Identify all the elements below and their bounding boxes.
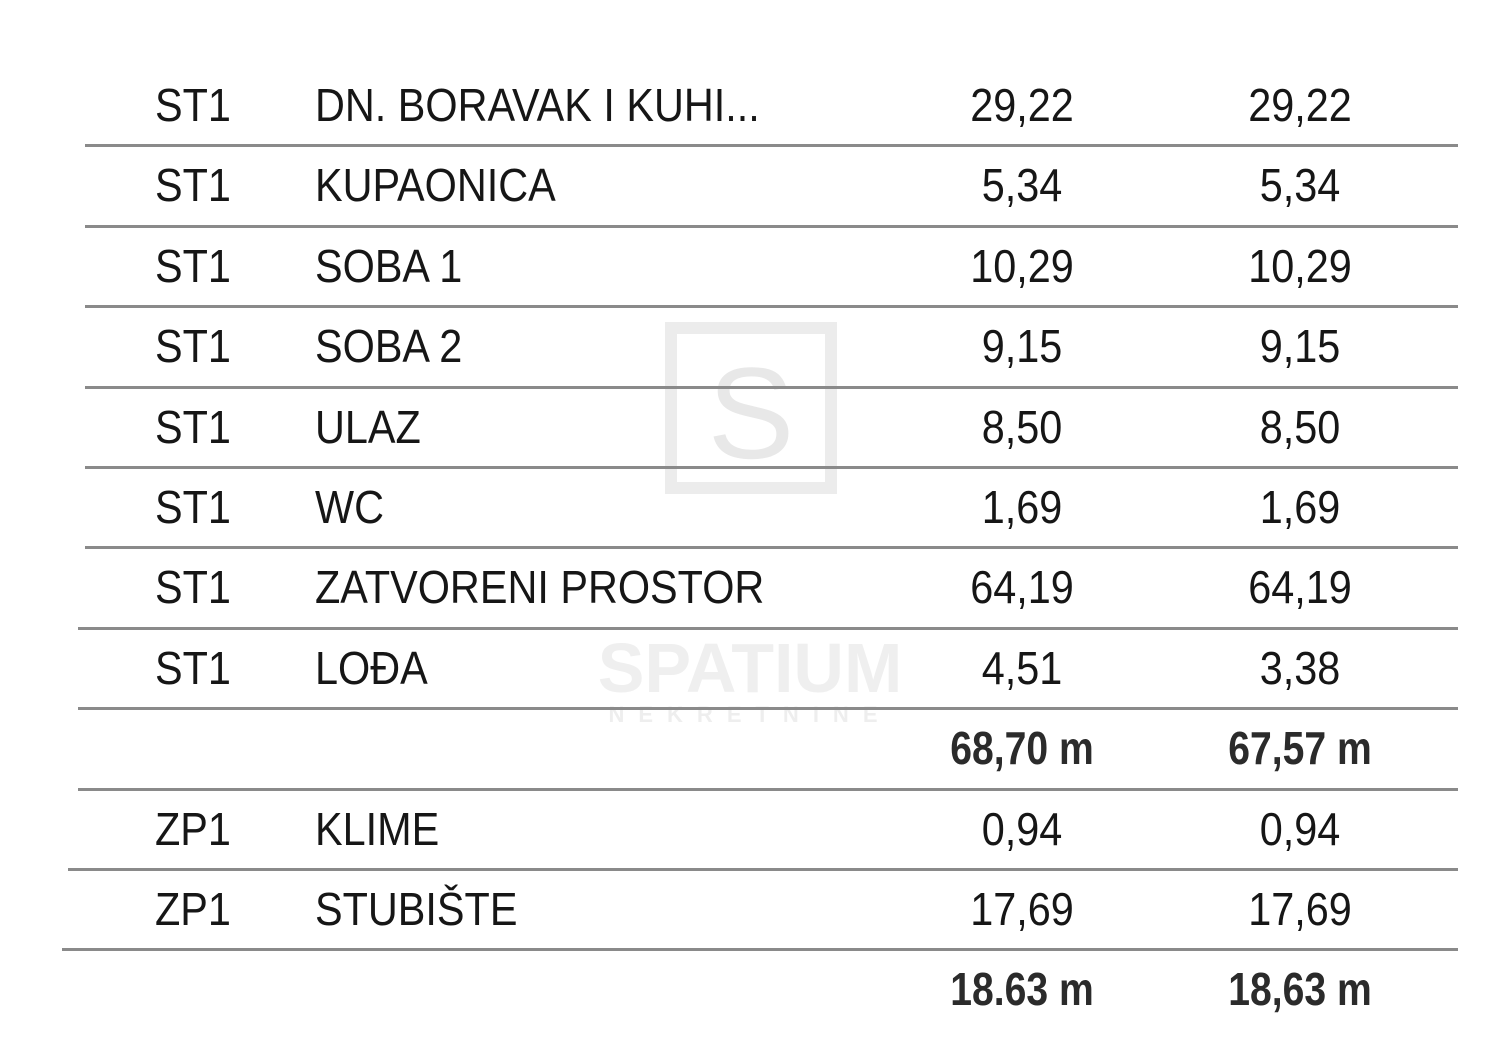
- area-value-2: 8,50: [1259, 400, 1341, 453]
- area-value: 18.63 m: [950, 963, 1094, 1016]
- table-row: ST1 KUPAONICA 5,34 5,34: [0, 145, 1500, 225]
- row-divider: [78, 787, 1458, 791]
- room-code: ST1: [155, 400, 231, 453]
- area-value: 5,34: [981, 159, 1063, 212]
- area-value: 10,29: [970, 239, 1074, 292]
- area-value: 4,51: [981, 641, 1063, 694]
- room-name: KUPAONICA: [315, 159, 556, 212]
- area-value: 0,94: [981, 802, 1063, 855]
- room-name: DN. BORAVAK I KUHI...: [315, 79, 760, 131]
- area-value-2: 18,63 m: [1228, 963, 1372, 1016]
- room-code: ST1: [155, 239, 231, 292]
- area-value: 29,22: [970, 79, 1074, 131]
- area-value: 17,69: [970, 883, 1074, 935]
- room-name: LOĐA: [315, 641, 428, 694]
- room-name: KLIME: [315, 802, 440, 855]
- row-divider: [78, 707, 1458, 711]
- area-value-2: 17,69: [1248, 883, 1352, 935]
- area-value-2: 67,57 m: [1228, 722, 1372, 775]
- room-name: WC: [315, 481, 384, 533]
- area-value-2: 29,22: [1248, 79, 1352, 131]
- room-code: ZP1: [155, 802, 231, 855]
- area-value-2: 10,29: [1248, 239, 1352, 292]
- area-value: 64,19: [970, 561, 1074, 614]
- table-row: ST1 ULAZ 8,50 8,50: [0, 387, 1500, 467]
- watermark-brand: SPATIUM: [597, 629, 903, 707]
- row-divider: [68, 868, 1458, 871]
- row-divider: [78, 626, 1458, 630]
- table-row: ZP1 KLIME 0,94 0,94: [0, 789, 1500, 869]
- area-value-2: 9,15: [1259, 320, 1341, 373]
- row-divider: [85, 305, 1458, 309]
- room-name: STUBIŠTE: [315, 883, 518, 935]
- room-name: ULAZ: [315, 400, 421, 453]
- area-value-2: 1,69: [1259, 481, 1341, 533]
- row-divider: [85, 546, 1458, 550]
- table-row: ST1 SOBA 2 9,15 9,15: [0, 306, 1500, 386]
- table-total-row: 18.63 m 18,63 m: [0, 949, 1500, 1029]
- room-code: ST1: [155, 481, 231, 533]
- area-value-2: 64,19: [1248, 561, 1352, 614]
- row-divider: [85, 224, 1458, 228]
- room-name: ZATVORENI PROSTOR: [315, 561, 765, 614]
- table-row: ST1 SOBA 1 10,29 10,29: [0, 226, 1500, 306]
- area-value-2: 0,94: [1259, 802, 1341, 855]
- table-row: ST1 DN. BORAVAK I KUHI... 29,22 29,22: [0, 65, 1500, 145]
- room-code: ST1: [155, 561, 231, 614]
- room-code: ST1: [155, 320, 231, 373]
- area-value: 9,15: [981, 320, 1063, 373]
- area-value: 8,50: [981, 400, 1063, 453]
- room-name: SOBA 1: [315, 239, 463, 292]
- row-divider: [85, 144, 1458, 148]
- area-value-2: 3,38: [1259, 641, 1341, 694]
- room-code: ST1: [155, 159, 231, 212]
- watermark-letter: S: [707, 340, 795, 486]
- table-row: ST1 WC 1,69 1,69: [0, 467, 1500, 547]
- table-row: ST1 ZATVORENI PROSTOR 64,19 64,19: [0, 547, 1500, 627]
- row-divider: [62, 948, 1458, 952]
- area-value: 1,69: [981, 481, 1063, 533]
- room-name: SOBA 2: [315, 320, 463, 373]
- room-code: ZP1: [155, 883, 231, 935]
- room-code: ST1: [155, 641, 231, 694]
- room-code: ST1: [155, 79, 231, 131]
- row-divider: [85, 466, 1458, 469]
- watermark-logo: S: [665, 322, 837, 494]
- watermark-subtitle: NEKRETNINE: [608, 702, 892, 727]
- table-row: ZP1 STUBIŠTE 17,69 17,69: [0, 869, 1500, 949]
- table-total-row: 68,70 m 67,57 m: [0, 708, 1500, 788]
- row-divider: [85, 385, 1458, 389]
- area-value: 68,70 m: [950, 722, 1094, 775]
- area-value-2: 5,34: [1259, 159, 1341, 212]
- table-row: ST1 LOĐA 4,51 3,38: [0, 628, 1500, 708]
